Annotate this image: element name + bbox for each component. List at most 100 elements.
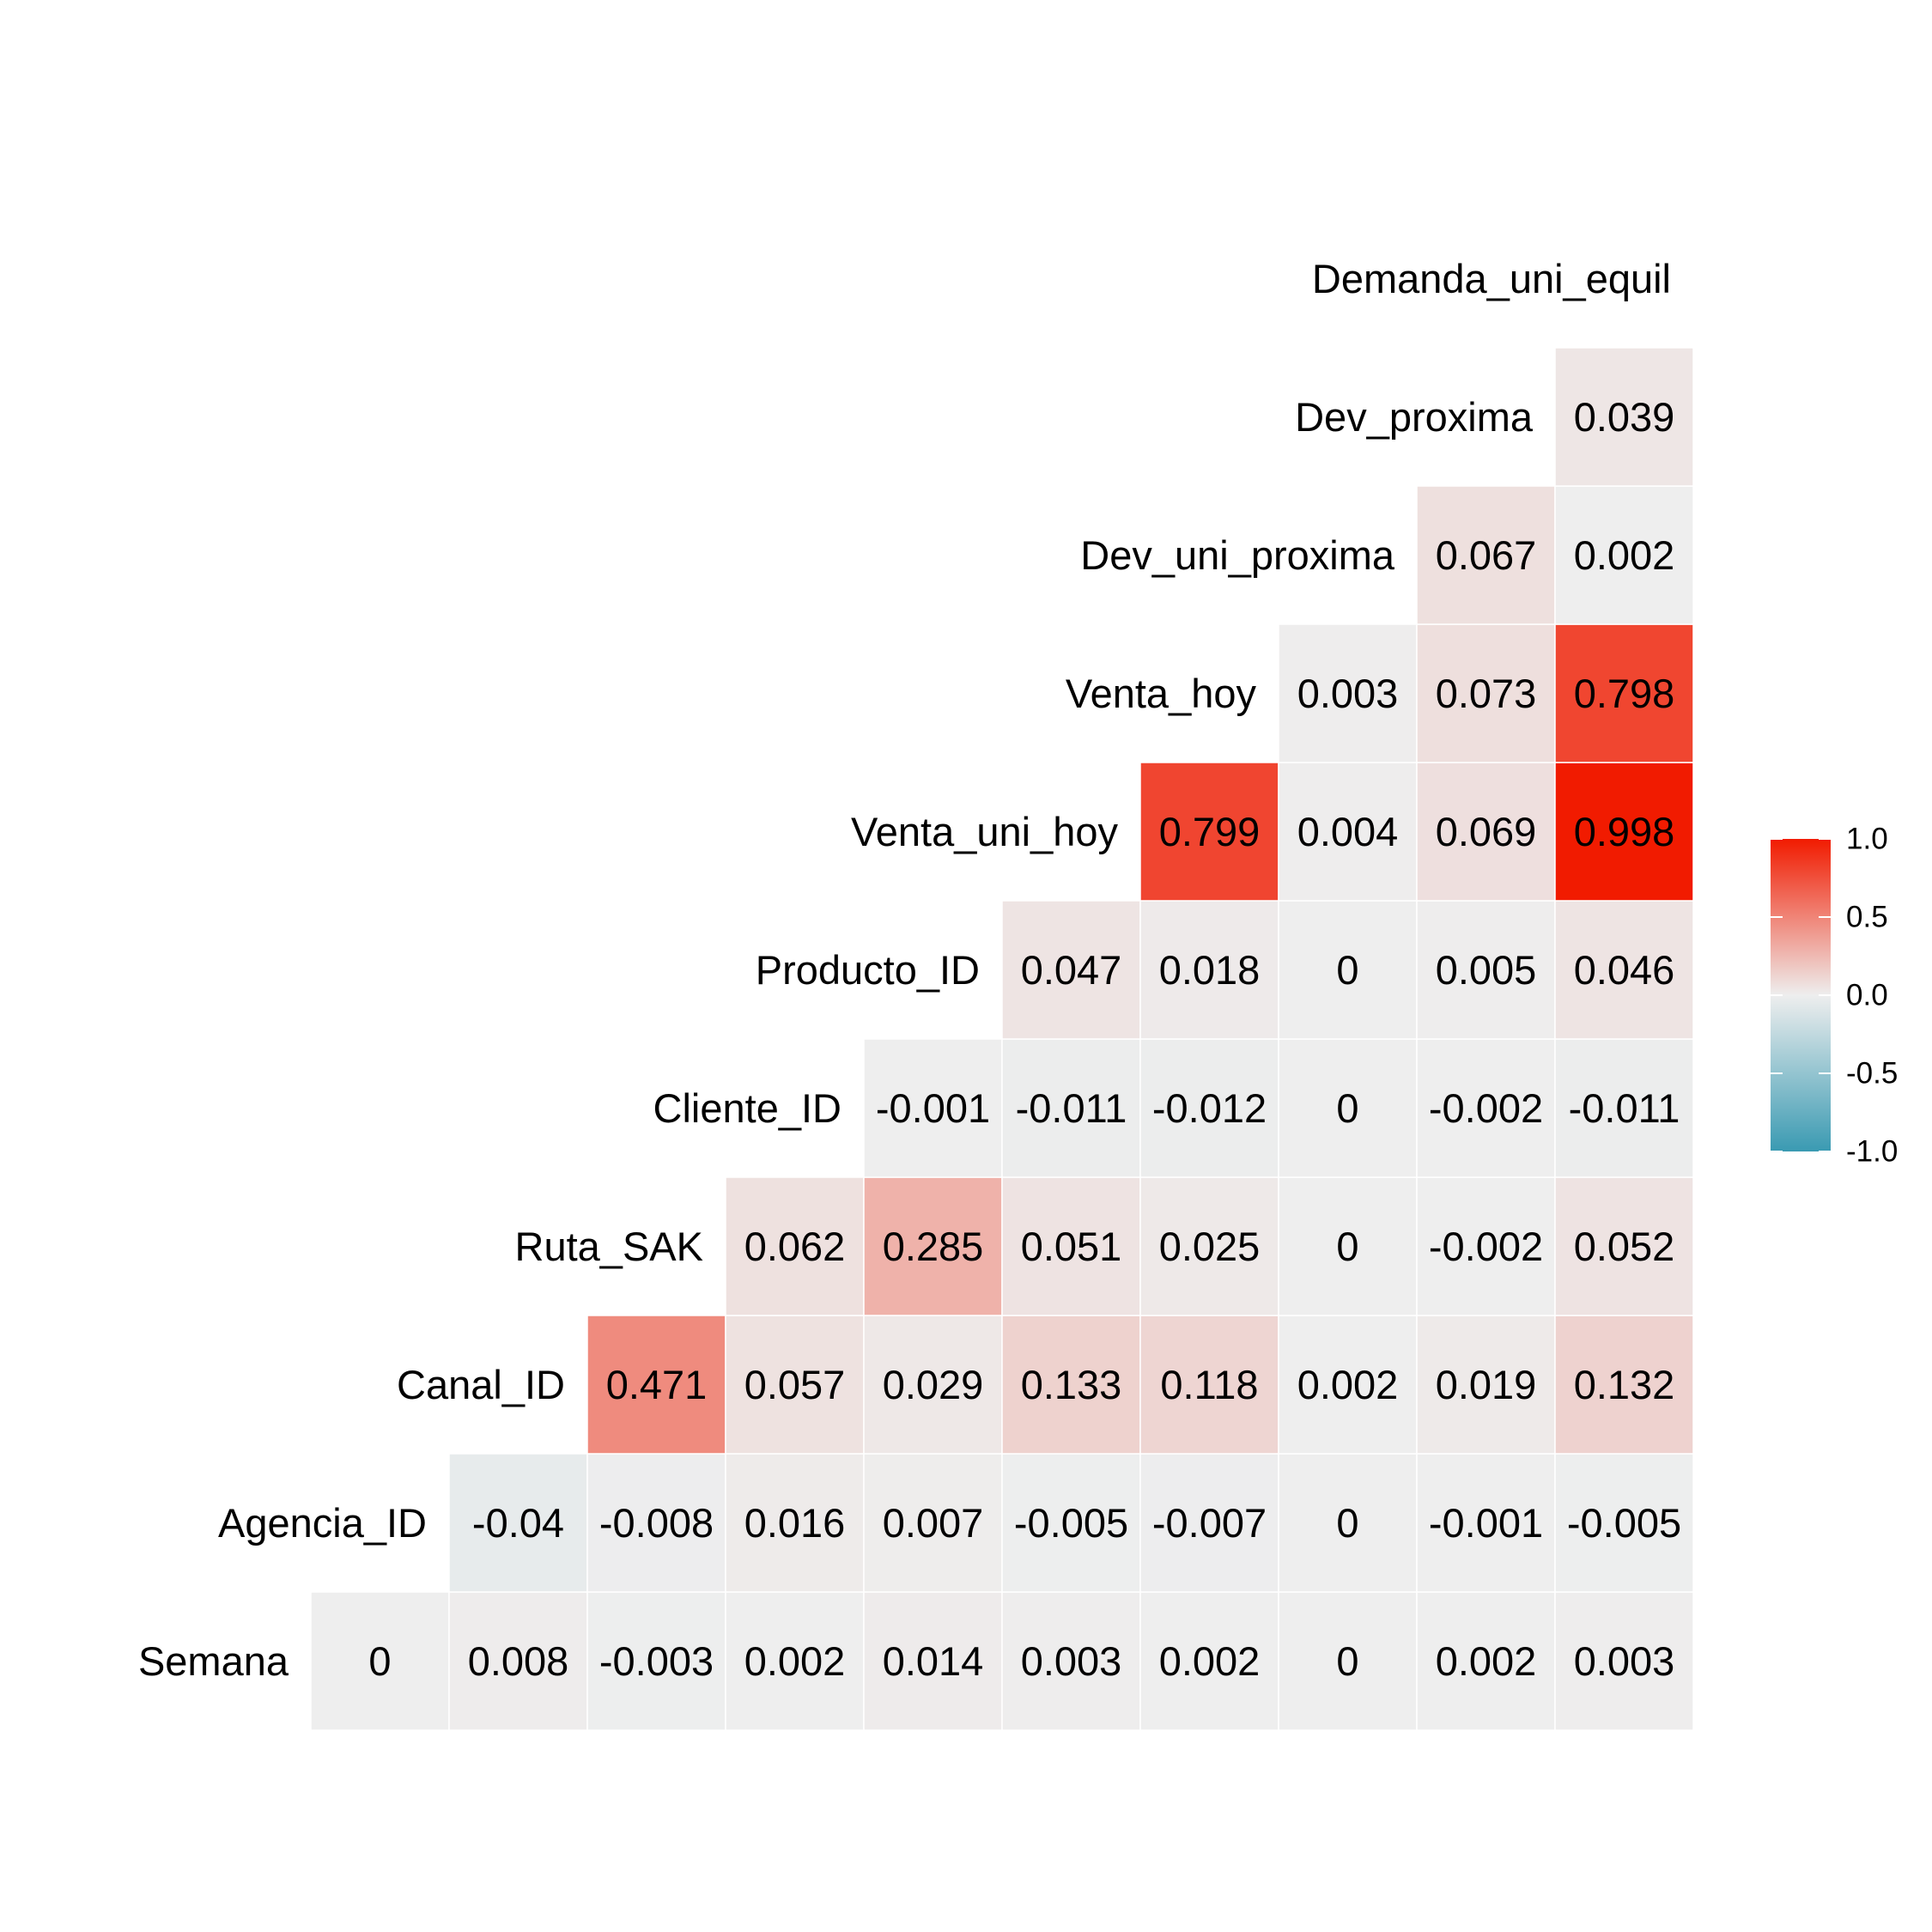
heatmap-cell	[1554, 1591, 1694, 1731]
cell-value-label: 0	[1336, 1638, 1358, 1684]
cell-value-label: 0.002	[744, 1638, 846, 1684]
cell-value-label: -0.04	[472, 1500, 564, 1546]
heatmap-cell	[1139, 1038, 1279, 1178]
cell-value-label: 0.798	[1574, 671, 1675, 716]
legend-tick-label: 0.5	[1846, 901, 1888, 934]
cell-value-label: 0.003	[1021, 1638, 1122, 1684]
cell-value-label: 0.132	[1574, 1362, 1675, 1407]
cell-value-label: 0.002	[1297, 1362, 1399, 1407]
heatmap-cell	[863, 1176, 1003, 1316]
cell-value-label: 0.014	[883, 1638, 984, 1684]
cell-value-label: 0.029	[883, 1362, 984, 1407]
cell-value-label: 0.016	[744, 1500, 846, 1546]
cell-value-label: 0.062	[744, 1224, 846, 1269]
cell-value-label: 0.998	[1574, 809, 1675, 854]
cell-value-label: 0	[368, 1638, 391, 1684]
heatmap-cell	[1416, 1591, 1556, 1731]
heatmap-cell	[725, 1591, 865, 1731]
heatmap-cell	[1001, 1591, 1141, 1731]
cell-value-label: 0.046	[1574, 947, 1675, 993]
variable-label: Ruta_SAK	[515, 1224, 703, 1269]
cell-value-label: 0	[1336, 1500, 1358, 1546]
legend-tick-label: 1.0	[1846, 823, 1888, 856]
cell-value-label: -0.005	[1014, 1500, 1128, 1546]
heatmap-cell	[1554, 1038, 1694, 1178]
heatmap-cell	[1278, 623, 1418, 763]
heatmap-cell	[1278, 762, 1418, 902]
cell-value-label: 0.069	[1436, 809, 1537, 854]
cell-value-label: -0.002	[1429, 1085, 1543, 1131]
cell-value-label: 0.073	[1436, 671, 1537, 716]
cell-value-label: 0.007	[883, 1500, 984, 1546]
cell-value-label: 0.039	[1574, 394, 1675, 440]
cell-value-label: 0.025	[1159, 1224, 1261, 1269]
cell-value-label: 0.002	[1159, 1638, 1261, 1684]
cell-value-label: -0.001	[876, 1085, 990, 1131]
heatmap-cell	[1554, 900, 1694, 1040]
heatmap-cell	[1001, 900, 1141, 1040]
variable-label: Venta_uni_hoy	[851, 809, 1119, 854]
heatmap-cell	[1278, 1591, 1418, 1731]
variable-label: Cliente_ID	[653, 1085, 841, 1131]
heatmap-cell	[1416, 1453, 1556, 1593]
variable-label: Canal_ID	[397, 1362, 565, 1407]
cell-value-label: 0	[1336, 1085, 1358, 1131]
heatmap-cell	[310, 1591, 450, 1731]
heatmap-cell	[1139, 1591, 1279, 1731]
variable-label: Producto_ID	[756, 947, 980, 993]
cell-value-label: -0.012	[1152, 1085, 1267, 1131]
heatmap-cell	[1001, 1315, 1141, 1455]
cell-value-label: 0	[1336, 947, 1358, 993]
legend-tick-label: -0.5	[1846, 1057, 1898, 1091]
cell-value-label: -0.002	[1429, 1224, 1543, 1269]
cell-value-label: 0.047	[1021, 947, 1122, 993]
cell-value-label: 0.002	[1436, 1638, 1537, 1684]
variable-labels: Semana Agencia_ID Canal_ID Ruta_SAK Cliente_…	[138, 256, 1671, 1684]
cell-value-label: 0.118	[1160, 1362, 1258, 1407]
variable-label: Agencia_ID	[218, 1500, 427, 1546]
cell-value-label: -0.008	[599, 1500, 714, 1546]
heatmap-cell	[863, 1591, 1003, 1731]
cell-value-label: 0.018	[1159, 947, 1261, 993]
cell-value-label: 0.799	[1159, 809, 1261, 854]
cell-value-label: -0.003	[599, 1638, 714, 1684]
heatmap-cell	[863, 1038, 1003, 1178]
cell-value-label: 0.005	[1436, 947, 1537, 993]
cell-value-label: 0.019	[1436, 1362, 1537, 1407]
heatmap-cell	[586, 1315, 726, 1455]
heatmap-cell	[1001, 1453, 1141, 1593]
cell-value-label: 0.471	[606, 1362, 708, 1407]
cell-value-label: -0.011	[1569, 1085, 1680, 1131]
heatmap-cell	[1554, 1453, 1694, 1593]
variable-label: Dev_proxima	[1295, 394, 1534, 440]
cell-value-label: 0.004	[1297, 809, 1399, 854]
heatmap-cell	[1139, 762, 1279, 902]
heatmap-cell	[1001, 1038, 1141, 1178]
cell-value-label: -0.007	[1152, 1500, 1267, 1546]
cell-value-label: 0.133	[1021, 1362, 1122, 1407]
variable-label: Dev_uni_proxima	[1080, 532, 1395, 578]
heatmap-cell	[725, 1176, 865, 1316]
cell-value-label: 0.003	[1297, 671, 1399, 716]
heatmap-cell	[1278, 1038, 1418, 1178]
cell-value-label: 0.052	[1574, 1224, 1675, 1269]
cell-value-label: 0	[1336, 1224, 1358, 1269]
heatmap-cell	[448, 1591, 588, 1731]
cell-value-label: 0.067	[1436, 532, 1537, 578]
heatmap-cell	[1554, 1315, 1694, 1455]
heatmap-cell	[1554, 485, 1694, 625]
cell-value-label: 0.285	[883, 1224, 984, 1269]
cell-value-label: -0.005	[1567, 1500, 1681, 1546]
variable-label: Semana	[138, 1638, 289, 1684]
cell-value-label: 0.008	[468, 1638, 569, 1684]
cell-value-label: 0.051	[1021, 1224, 1122, 1269]
heatmap-cell	[1139, 1453, 1279, 1593]
heatmap-cell	[1554, 1176, 1694, 1316]
cell-value-label: -0.001	[1429, 1500, 1543, 1546]
heatmap-cell	[725, 1453, 865, 1593]
color-legend: 1.0 0.5 0.0 -0.5 -1.0	[1771, 823, 1898, 1169]
heatmap-cell	[1278, 1315, 1418, 1455]
cell-value-label: 0.002	[1574, 532, 1675, 578]
variable-label: Venta_hoy	[1066, 671, 1257, 716]
